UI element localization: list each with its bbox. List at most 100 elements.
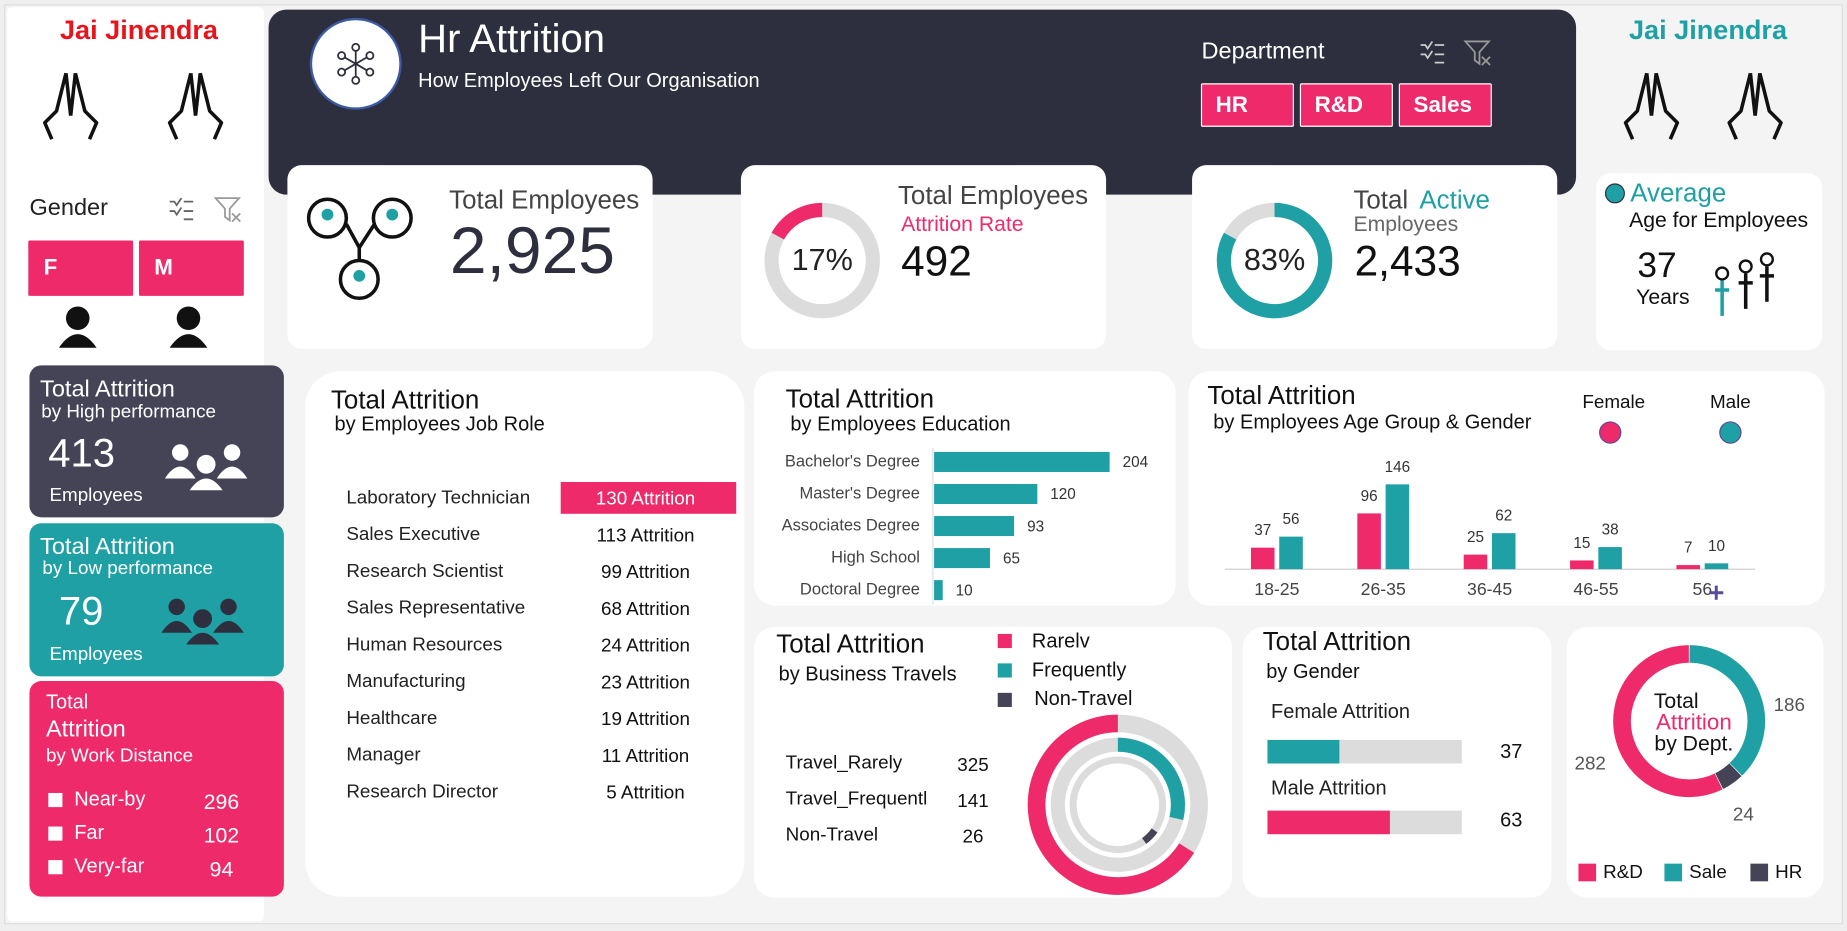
- data-label: 65: [1003, 550, 1020, 567]
- x-tick-label: 36-45: [1467, 579, 1512, 599]
- bar: [1385, 484, 1410, 570]
- chart-title: Total Attrition: [786, 386, 934, 414]
- data-label: 10: [1708, 538, 1725, 555]
- legend-label: Sale: [1689, 861, 1727, 882]
- filter-button[interactable]: [1299, 83, 1393, 127]
- row-value: 23 Attrition: [601, 671, 690, 692]
- card-title: Total Attrition: [40, 375, 175, 401]
- kpi-title: Total Employees: [898, 182, 1088, 210]
- icon-hands: [1623, 72, 1680, 140]
- row-value: 130 Attrition: [596, 488, 695, 509]
- chart-subtitle: by Employees Age Group & Gender: [1213, 411, 1532, 433]
- center-text: by Dept.: [1654, 732, 1733, 755]
- card-subtitle: by Work Distance: [46, 744, 193, 765]
- legend-marker: [997, 633, 1012, 649]
- data-label: 63: [1500, 810, 1522, 832]
- filter-button[interactable]: [1398, 83, 1492, 127]
- x-tick-label: 18-25: [1254, 579, 1299, 599]
- checkbox[interactable]: [48, 860, 63, 875]
- data-label: 146: [1385, 459, 1411, 476]
- bar: [1463, 554, 1488, 570]
- icon-person: [1738, 273, 1753, 309]
- icon-dot: [1604, 183, 1625, 204]
- subtitle: How Employees Left Our Organisation: [418, 70, 760, 92]
- row-label: Sales Executive: [346, 523, 480, 544]
- legend-marker: [997, 692, 1012, 707]
- icon-clear-filter: [213, 197, 242, 223]
- kpi-value: 37: [1637, 246, 1676, 285]
- filter-button[interactable]: [138, 240, 244, 296]
- row-value: 11 Attrition: [602, 745, 690, 766]
- icon-person: [176, 306, 201, 331]
- row-value: 94: [210, 858, 234, 881]
- legend-marker: [1578, 863, 1597, 882]
- bar: [1704, 563, 1729, 570]
- logo-node: [351, 75, 361, 85]
- icon-person: [1759, 266, 1774, 302]
- donut-arc: [1141, 828, 1158, 844]
- kpi-subtitle: Age for Employees: [1629, 209, 1808, 232]
- logo-node: [337, 51, 347, 60]
- chart-title: Total Attrition: [776, 631, 924, 659]
- icon-person: [161, 620, 193, 633]
- side-card: [29, 681, 284, 897]
- kpi-value: 2,433: [1355, 237, 1461, 284]
- filter-option: R&D: [1315, 92, 1363, 117]
- x-tick-label: 46-55: [1573, 579, 1618, 599]
- filter-button[interactable]: [1200, 83, 1294, 127]
- data-label: 26: [962, 826, 983, 847]
- row-label: Near-by: [74, 788, 145, 810]
- data-label: 37: [1254, 522, 1271, 539]
- chart-title: Total Attrition: [1263, 628, 1411, 656]
- legend-marker: [1719, 421, 1742, 444]
- checkbox[interactable]: [48, 826, 63, 841]
- chart-subtitle: by Gender: [1266, 661, 1360, 683]
- bar: [1267, 739, 1340, 764]
- bar: [934, 548, 991, 569]
- x-tick-label: 56: [1693, 579, 1713, 599]
- legend-label: HR: [1775, 861, 1802, 882]
- row-label: Non-Travel: [786, 823, 878, 844]
- filter-button[interactable]: [28, 240, 134, 296]
- row-value: 68 Attrition: [601, 598, 690, 619]
- row-label: Laboratory Technician: [346, 486, 530, 507]
- icon-person: [1738, 259, 1753, 274]
- greeting: Jai Jinendra: [1629, 14, 1788, 45]
- row-highlight: [560, 481, 737, 514]
- legend-marker: [1664, 863, 1683, 882]
- icon-expand: [1709, 585, 1724, 600]
- y-tick-label: Master's Degree: [800, 484, 920, 502]
- donut-arc: [1714, 763, 1742, 790]
- icon-hands: [167, 72, 224, 140]
- kpi-title: Total Employees: [449, 186, 639, 214]
- card-unit: Employees: [49, 643, 142, 664]
- icon-person: [1715, 280, 1730, 316]
- logo-node: [365, 51, 375, 60]
- kpi-unit: Years: [1636, 286, 1689, 309]
- bar: [934, 516, 1015, 537]
- data-label: 93: [1027, 518, 1044, 535]
- bar: [1570, 560, 1594, 570]
- bar: [1491, 533, 1516, 570]
- data-label: 24: [1733, 803, 1754, 824]
- logo-node: [365, 67, 375, 77]
- chart-card: [753, 626, 1233, 898]
- donut-label: 83%: [1244, 243, 1305, 277]
- data-label: 10: [956, 582, 973, 599]
- row-value: 99 Attrition: [601, 561, 690, 582]
- row-value: 19 Attrition: [601, 708, 690, 729]
- bar: [934, 451, 1110, 472]
- donut-track: [1069, 756, 1167, 854]
- icon-clear-filter: [1463, 40, 1491, 66]
- data-label: 186: [1774, 694, 1805, 715]
- kpi-subtitle: Employees: [1353, 213, 1458, 236]
- filter-title: Department: [1201, 37, 1324, 63]
- bar: [934, 483, 1038, 505]
- row-label: Travel_Frequentl: [786, 787, 928, 809]
- icon-person: [65, 306, 90, 331]
- checkbox[interactable]: [48, 792, 63, 808]
- data-label: 56: [1283, 511, 1300, 528]
- kpi-card: [1596, 173, 1823, 351]
- bar: [1267, 810, 1390, 835]
